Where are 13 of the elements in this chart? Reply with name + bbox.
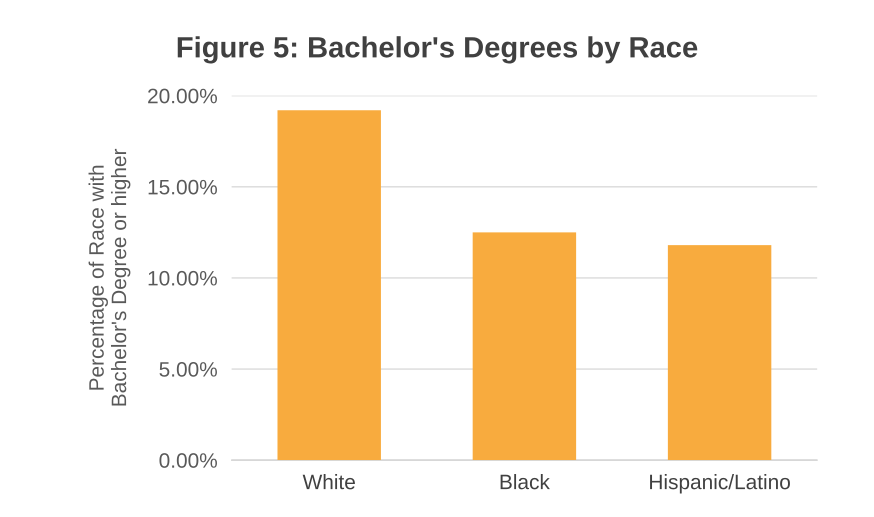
y-tick-label: 0.00% [159, 453, 217, 468]
bar [277, 110, 381, 460]
y-tick-label: 15.00% [148, 180, 217, 195]
x-tick-label: White [302, 474, 355, 490]
x-tick-label: Hispanic/Latino [650, 474, 790, 494]
y-tick-label: 10.00% [148, 270, 217, 286]
bar [472, 232, 576, 460]
bar [668, 245, 772, 460]
y-tick-label: 20.00% [148, 88, 217, 104]
y-tick-label: 5.00% [159, 362, 217, 377]
y-axis-title: Percentage of Race with Bachelor's Degree or higher [88, 148, 130, 406]
x-tick-label: Black [500, 474, 550, 490]
chart-title: Figure 5: Bachelor's Degrees by Race [178, 36, 698, 64]
